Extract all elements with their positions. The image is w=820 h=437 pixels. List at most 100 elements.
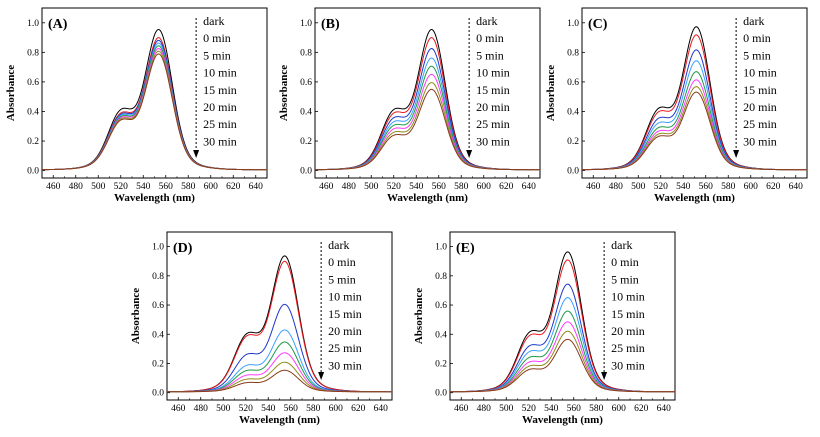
y-tick-label: 0.8 <box>300 48 312 58</box>
y-tick-label: 1.0 <box>567 19 579 29</box>
x-tick-label: 540 <box>676 182 691 192</box>
y-tick-label: 1.0 <box>27 19 39 29</box>
series-line-30-min <box>167 369 392 393</box>
panel-b: 460 480 500 520 540 560 580 600 620 640 0.0 0.2 0.4 0… <box>278 7 541 204</box>
y-tick-label: 0.6 <box>435 301 447 311</box>
x-tick-label: 560 <box>284 404 299 414</box>
legend-entry: 30 min <box>743 134 777 148</box>
trend-arrow-head <box>318 372 325 380</box>
x-tick-label: 500 <box>91 182 106 192</box>
x-tick-label: 640 <box>522 182 537 192</box>
x-tick-label: 480 <box>477 404 492 414</box>
x-tick-label: 460 <box>454 404 469 414</box>
panel-e: 460 480 500 520 540 560 580 600 620 640 0.0 0.2 0.4 0… <box>413 231 676 426</box>
legend-entry: 10 min <box>476 66 510 80</box>
x-tick-label: 460 <box>171 404 186 414</box>
y-tick-label: 0.2 <box>152 359 164 369</box>
y-tick-label: 0.4 <box>27 107 39 117</box>
panel-c: 460 480 500 520 540 560 580 600 620 640 0.0 0.2 0.4 0… <box>545 7 808 204</box>
x-tick-label: 560 <box>159 182 174 192</box>
y-tick-label: 0.6 <box>152 301 164 311</box>
y-tick-label: 1.0 <box>152 243 164 253</box>
x-tick-label: 600 <box>477 182 492 192</box>
x-tick-label: 500 <box>364 182 379 192</box>
y-tick-label: 1.0 <box>300 19 312 29</box>
legend-entry: 15 min <box>611 307 645 321</box>
y-tick-label: 0.0 <box>152 389 164 399</box>
x-axis-title: Wavelength (nm) <box>522 414 603 426</box>
x-tick-label: 480 <box>69 182 84 192</box>
y-axis-title: Absorbance <box>545 65 557 121</box>
x-axis-title: Wavelength (nm) <box>239 414 320 426</box>
y-tick-label: 0.0 <box>567 167 579 177</box>
y-tick-label: 0.4 <box>567 107 579 117</box>
x-axis-title: Wavelength (nm) <box>387 192 468 204</box>
x-tick-label: 500 <box>216 404 231 414</box>
series-line-30-min <box>314 88 541 171</box>
y-axis-title: Absorbance <box>130 288 142 344</box>
y-tick-label: 0.4 <box>300 107 312 117</box>
y-tick-label: 0.2 <box>567 137 579 147</box>
panel-label: (C) <box>588 17 608 32</box>
y-axis-title: Absorbance <box>413 288 425 344</box>
legend-entry: 25 min <box>328 341 362 355</box>
x-tick-label: 640 <box>249 182 264 192</box>
y-axis-title: Absorbance <box>5 65 17 121</box>
legend-entry: 0 min <box>611 255 639 269</box>
y-axis-title: Absorbance <box>278 65 290 121</box>
legend-entry: 5 min <box>743 48 771 62</box>
legend-entry: 15 min <box>328 307 362 321</box>
x-tick-label: 640 <box>657 404 672 414</box>
panel-label: (E) <box>456 241 475 256</box>
x-tick-label: 580 <box>721 182 736 192</box>
series-line-30-min <box>41 53 267 171</box>
legend-entry: dark <box>203 14 224 28</box>
legend-entry: 5 min <box>476 48 504 62</box>
panel-a: 460 480 500 520 540 560 580 600 620 640 0.0 0.2 0.4 0… <box>5 7 268 204</box>
x-tick-label: 580 <box>589 404 604 414</box>
y-tick-label: 0.6 <box>567 78 579 88</box>
legend-entry: 20 min <box>743 100 777 114</box>
legend-entry: dark <box>476 14 497 28</box>
x-tick-label: 620 <box>351 404 366 414</box>
legend-entry: 30 min <box>203 134 237 148</box>
x-tick-label: 460 <box>586 182 601 192</box>
x-axis-title: Wavelength (nm) <box>114 192 195 204</box>
legend-entry: 0 min <box>743 31 771 45</box>
x-tick-label: 620 <box>499 182 514 192</box>
trend-arrow-head <box>733 150 740 158</box>
x-tick-label: 500 <box>631 182 646 192</box>
legend-entry: dark <box>743 14 764 28</box>
legend-entry: 30 min <box>476 134 510 148</box>
legend-entry: 5 min <box>203 48 231 62</box>
y-tick-label: 0.4 <box>435 330 447 340</box>
x-tick-label: 520 <box>654 182 669 192</box>
y-tick-label: 0.6 <box>27 78 39 88</box>
x-tick-label: 600 <box>329 404 344 414</box>
legend-entry: 10 min <box>203 66 237 80</box>
series-line-30-min <box>581 91 807 171</box>
x-tick-label: 500 <box>499 404 514 414</box>
legend-entry: 5 min <box>328 272 356 286</box>
legend-entry: 20 min <box>328 324 362 338</box>
legend-entry: 10 min <box>328 290 362 304</box>
x-tick-label: 640 <box>374 404 389 414</box>
y-tick-label: 1.0 <box>435 243 447 253</box>
x-tick-label: 480 <box>342 182 357 192</box>
x-tick-label: 520 <box>239 404 254 414</box>
legend-entry: 5 min <box>611 272 639 286</box>
panel-d: 460 480 500 520 540 560 580 600 620 640 0.0 0.2 0.4 0… <box>130 231 393 426</box>
x-tick-label: 600 <box>204 182 219 192</box>
legend-entry: 30 min <box>328 358 362 372</box>
x-tick-label: 540 <box>409 182 424 192</box>
x-tick-label: 580 <box>306 404 321 414</box>
x-tick-label: 540 <box>261 404 276 414</box>
x-tick-label: 540 <box>136 182 151 192</box>
legend-entry: 10 min <box>611 290 645 304</box>
legend-entry: 0 min <box>476 31 504 45</box>
x-axis-title: Wavelength (nm) <box>654 192 735 204</box>
y-tick-label: 0.8 <box>27 48 39 58</box>
legend-entry: 25 min <box>476 117 510 131</box>
legend-entry: 15 min <box>203 83 237 97</box>
